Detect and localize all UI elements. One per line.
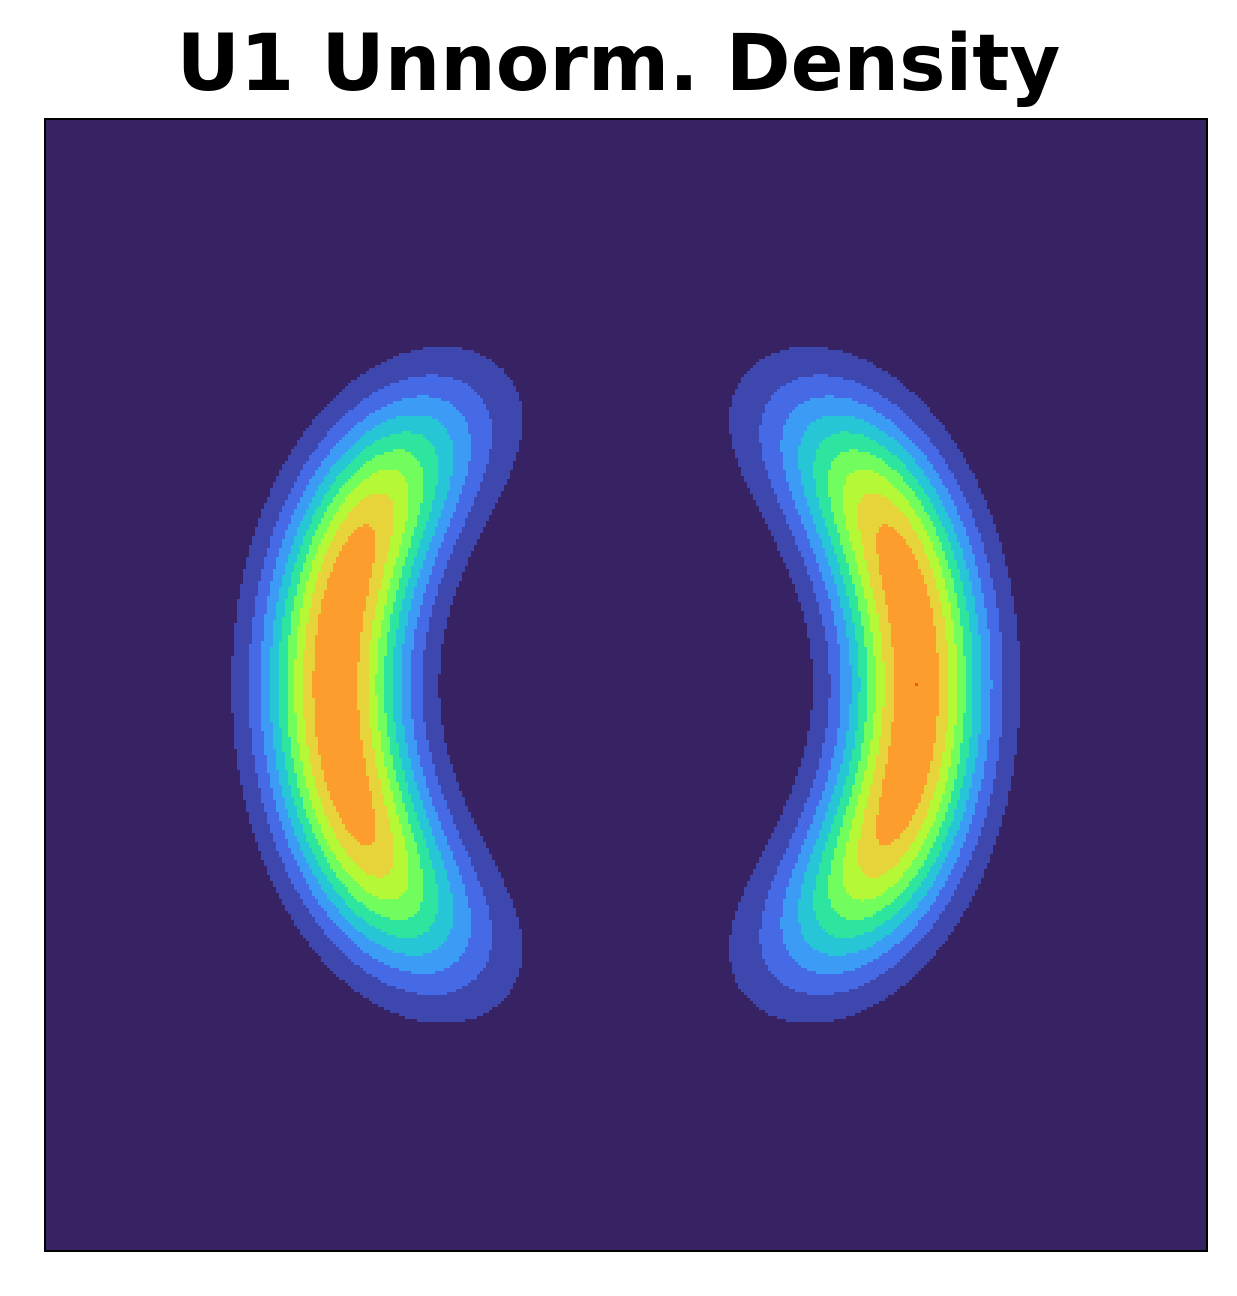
chart-title: U1 Unnorm. Density	[176, 19, 1061, 109]
contour-band-9	[312, 524, 939, 845]
plot-frame	[44, 118, 1208, 1252]
plot-background	[45, 119, 1207, 1251]
contour-band-3	[261, 395, 993, 974]
contour-layers	[231, 347, 1020, 1022]
contour-band-4	[270, 416, 981, 956]
contour-band-2	[249, 374, 1002, 995]
contour-band-10	[915, 683, 918, 686]
